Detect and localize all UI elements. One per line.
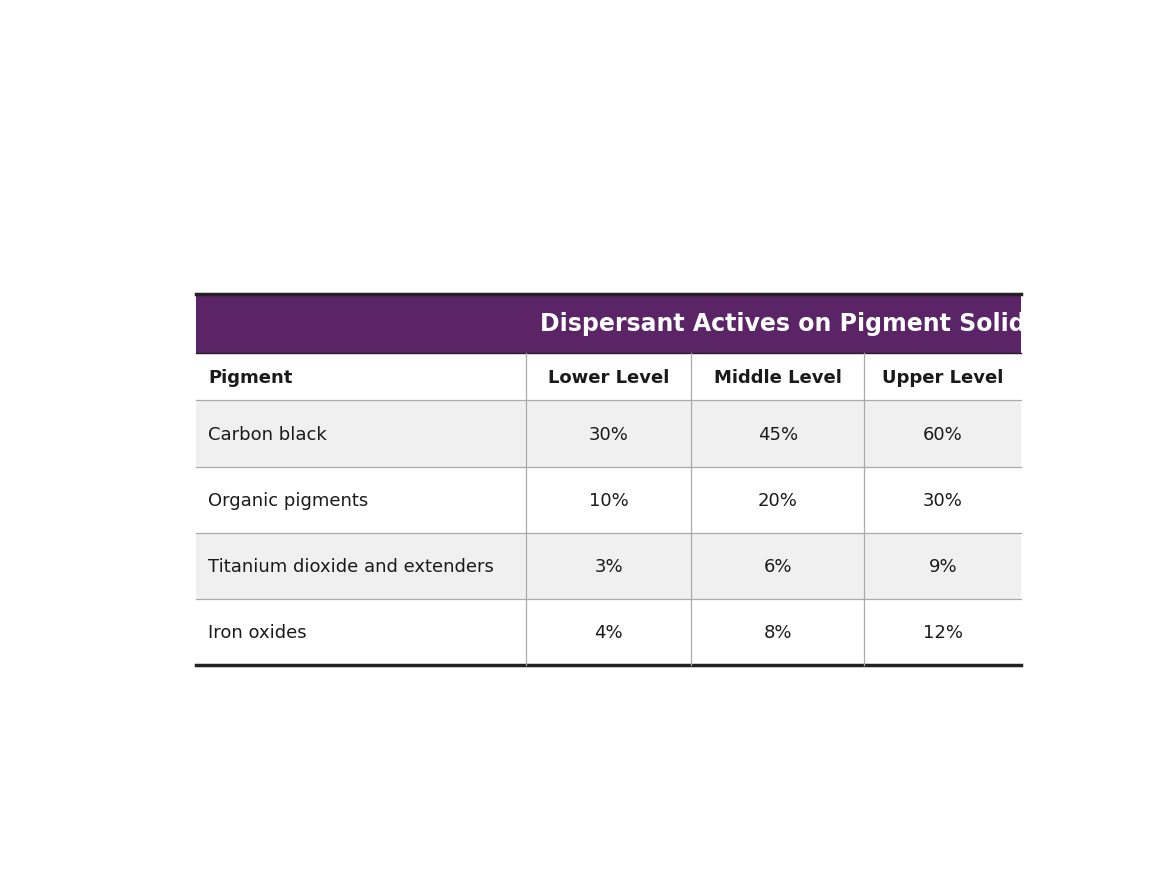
Text: 60%: 60% [923,425,963,443]
Text: 45%: 45% [758,425,798,443]
Bar [197,533,1021,600]
Text: 6%: 6% [764,558,792,575]
Text: Iron oxides: Iron oxides [208,624,307,642]
Text: Titanium dioxide and extenders: Titanium dioxide and extenders [208,558,494,575]
Bar [197,467,1021,533]
Bar [197,401,1021,467]
Text: Middle Level: Middle Level [714,368,841,387]
Text: Lower Level: Lower Level [548,368,669,387]
Text: 3%: 3% [594,558,622,575]
Text: 8%: 8% [764,624,792,642]
Text: 12%: 12% [923,624,963,642]
Text: 20%: 20% [758,491,798,510]
Text: Pigment: Pigment [208,368,292,387]
Text: 30%: 30% [923,491,963,510]
Text: 10%: 10% [589,491,628,510]
Text: Upper Level: Upper Level [882,368,1004,387]
Text: Dispersant Actives on Pigment Solids: Dispersant Actives on Pigment Solids [541,312,1040,336]
Text: 30%: 30% [589,425,628,443]
Text: 9%: 9% [929,558,957,575]
Text: Carbon black: Carbon black [208,425,326,443]
Text: Organic pigments: Organic pigments [208,491,369,510]
Bar [197,600,1021,666]
Bar [197,295,1021,353]
Text: 4%: 4% [594,624,622,642]
Bar [197,353,1021,401]
